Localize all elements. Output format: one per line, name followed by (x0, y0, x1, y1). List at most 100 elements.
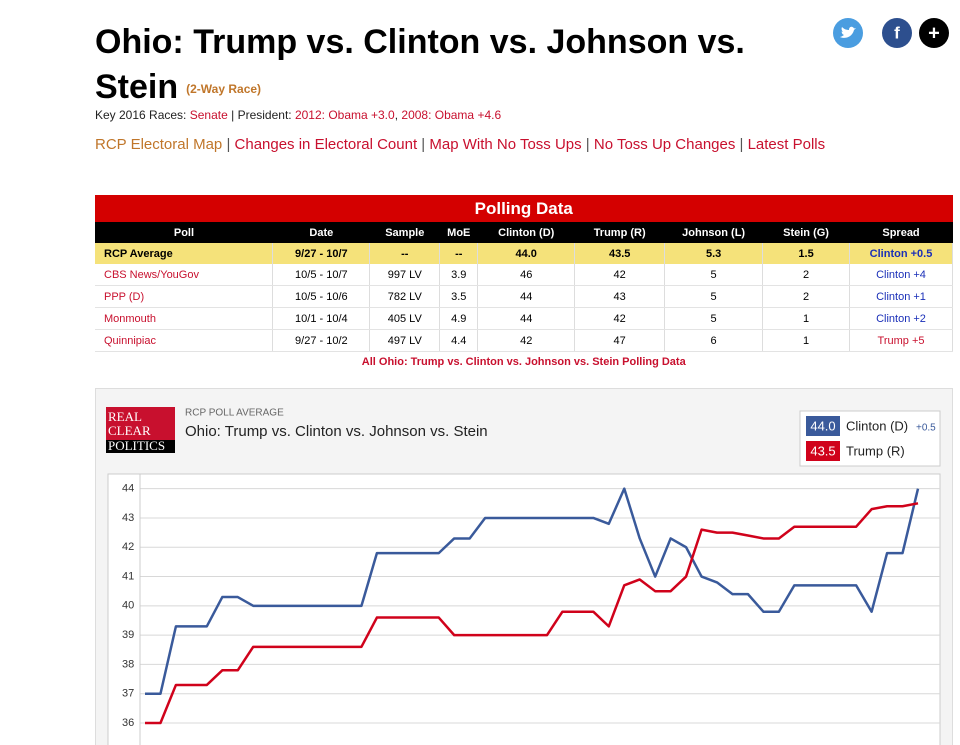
link-divider: | (735, 136, 748, 153)
nav-link[interactable]: Latest Polls (747, 136, 826, 153)
table-cell: 42 (477, 329, 576, 352)
legend-value: 43.5 (810, 443, 835, 458)
pres-2012-link[interactable]: 2012: Obama +3.0 (294, 108, 395, 122)
table-cell: 2 (762, 285, 851, 308)
table-cell: 10/5 - 10/6 (272, 285, 371, 308)
y-tick-label: 36 (122, 717, 134, 729)
table-cell: 5 (664, 307, 764, 330)
table-cell: 10/1 - 10/4 (272, 307, 371, 330)
more-glyph: + (928, 22, 940, 44)
table-cell: 2 (762, 264, 851, 286)
table-cell: 44.0 (477, 243, 576, 264)
table-cell: 5.3 (664, 243, 764, 264)
legend-swatch (806, 416, 840, 436)
legend-label: Trump (R) (846, 443, 905, 458)
table-cell: 997 LV (369, 264, 441, 286)
header-row: Poll Date Sample MoE Clinton (D) Trump (R) Joh… (95, 222, 953, 243)
chart: REAL CLEAR POLITICS RCP POLL AVERAGE Ohi… (95, 388, 953, 745)
table-cell: 43.5 (574, 243, 666, 264)
column-header: MoE (439, 222, 478, 243)
table-cell: 44 (477, 307, 576, 330)
y-tick-label: 38 (122, 658, 134, 670)
poll-name[interactable]: Quinnipiac (95, 329, 274, 352)
y-tick-label: 43 (122, 512, 134, 524)
president-label: | President: (231, 108, 292, 122)
more-button[interactable]: + (919, 18, 949, 48)
y-tick-label: 39 (122, 629, 134, 641)
polling-table: Polling Data Poll Date Sample MoE Clinton (D)… (95, 195, 953, 372)
logo: REAL CLEAR POLITICS (106, 407, 175, 453)
column-header: Sample (369, 222, 440, 243)
table-cell: 5 (664, 285, 764, 308)
table-cell: 1 (762, 307, 851, 330)
social-icons: f + (833, 18, 949, 48)
link-divider: | (222, 136, 235, 153)
poll-row: Quinnipiac 9/27 - 10/2 497 LV 4.4 42 47 6 1 Trum… (95, 329, 953, 352)
table-cell: 3.5 (439, 285, 479, 308)
logo-text: REAL (108, 409, 142, 424)
table-footer-link[interactable]: All Ohio: Trump vs. Clinton vs. Johnson … (361, 356, 686, 368)
twitter-button[interactable] (833, 18, 863, 48)
table-cell: 46 (477, 264, 576, 286)
nav-link[interactable]: No Toss Up Changes (593, 136, 736, 153)
nav-link[interactable]: Map With No Toss Ups (429, 136, 582, 153)
logo-text: POLITICS (108, 438, 165, 453)
table-cell: 5 (664, 264, 764, 286)
key-label: Key 2016 Races: (95, 108, 187, 122)
table-cell: 3.9 (439, 264, 479, 286)
title-text: Ohio: Trump vs. Clinton vs. Johnson vs. … (95, 23, 745, 106)
table-cell: Clinton +4 (849, 264, 953, 286)
table-caption: Polling Data (95, 195, 953, 222)
poll-row: CBS News/YouGov 10/5 - 10/7 997 LV 3.9 46 42 5… (95, 264, 953, 286)
y-tick-label: 41 (122, 570, 134, 582)
column-header: Johnson (L) (664, 222, 763, 243)
nav-link[interactable]: RCP Electoral Map (95, 136, 223, 153)
table-cell: 42 (574, 264, 666, 286)
column-header: Stein (G) (762, 222, 850, 243)
separator: , (394, 108, 399, 122)
race-type: (2-Way Race) (186, 81, 262, 96)
average-row: RCP Average 9/27 - 10/7 -- -- 44.0 43.5 5.3 1.5… (95, 243, 953, 264)
poll-name[interactable]: PPP (D) (95, 285, 274, 308)
chart-title: Ohio: Trump vs. Clinton vs. Johnson vs. … (185, 423, 488, 440)
nav-link[interactable]: Changes in Electoral Count (234, 136, 418, 153)
logo-text: CLEAR (108, 423, 151, 438)
nav-links: RCP Electoral Map | Changes in Electoral… (95, 136, 825, 153)
key-races: Key 2016 Races: Senate | President: 2012… (95, 108, 501, 122)
poll-name[interactable]: CBS News/YouGov (95, 264, 274, 286)
column-header: Poll (95, 222, 273, 243)
legend-value: 44.0 (810, 418, 835, 433)
poll-name[interactable]: Monmouth (95, 307, 274, 330)
table-cell: 6 (664, 329, 764, 352)
chart-supertitle: RCP POLL AVERAGE (185, 408, 284, 419)
table-cell: 782 LV (369, 285, 441, 308)
plot-area (107, 473, 941, 745)
y-tick-label: 42 (122, 541, 134, 553)
column-header: Date (272, 222, 370, 243)
series-line (145, 487, 920, 695)
table-cell: -- (439, 243, 479, 264)
table-cell: 43 (574, 285, 666, 308)
column-header: Trump (R) (574, 222, 665, 243)
legend-label: Clinton (D) (846, 418, 908, 433)
caption-row: Polling Data (95, 195, 953, 222)
footer-row: All Ohio: Trump vs. Clinton vs. Johnson … (95, 352, 953, 373)
y-tick-label: 40 (122, 600, 134, 612)
table-cell: 4.4 (439, 329, 479, 352)
senate-link[interactable]: Senate (189, 108, 228, 122)
column-header: Spread (849, 222, 953, 243)
table-cell: -- (369, 243, 441, 264)
table-cell: 9/27 - 10/2 (272, 329, 371, 352)
table-cell: Clinton +2 (849, 307, 953, 330)
facebook-button[interactable]: f (882, 18, 912, 48)
pres-2008-link[interactable]: 2008: Obama +4.6 (401, 108, 502, 122)
legend-swatch (806, 441, 840, 461)
poll-row: Monmouth 10/1 - 10/4 405 LV 4.9 44 42 5 1 Clinto… (95, 307, 953, 330)
table-cell: Clinton +1 (849, 285, 953, 308)
table-cell: 4.9 (439, 307, 479, 330)
y-tick-label: 37 (122, 688, 134, 700)
table-cell: 47 (574, 329, 666, 352)
page-title: Ohio: Trump vs. Clinton vs. Johnson vs. … (95, 20, 755, 112)
poll-name: RCP Average (95, 243, 274, 264)
